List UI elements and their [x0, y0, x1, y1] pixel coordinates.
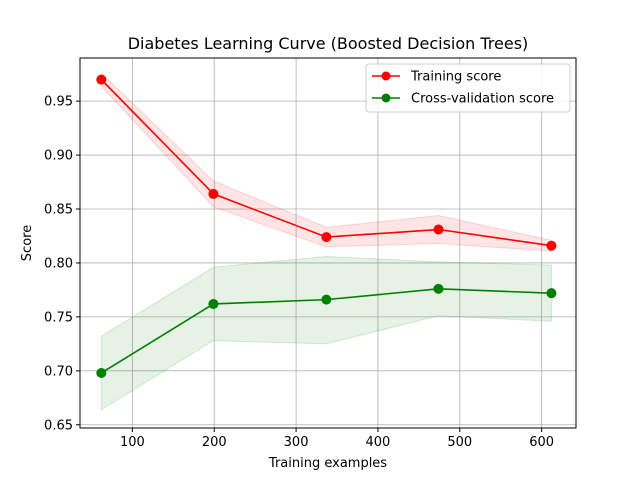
y-tick-label: 0.75: [44, 310, 73, 325]
y-tick-label: 0.70: [44, 364, 73, 379]
y-tick-label: 0.95: [44, 95, 73, 110]
series-lines: [96, 74, 557, 378]
training-band: [100, 71, 552, 252]
x-tick-label: 300: [284, 435, 309, 450]
legend-cross-validation-marker: [381, 93, 391, 103]
legend: Training score Cross-validation score: [365, 63, 571, 113]
y-tick-label: 0.90: [44, 149, 73, 164]
x-tick-label: 200: [202, 435, 227, 450]
training-point: [208, 188, 219, 199]
x-tick-label: 100: [120, 435, 145, 450]
training-point: [96, 74, 107, 85]
x-axis-ticks: 100 200 300 400 500 600: [120, 428, 554, 450]
cross-validation-point: [546, 288, 557, 299]
legend-items: Training score Cross-validation score: [372, 70, 554, 107]
confidence-bands: [100, 71, 552, 411]
legend-box: [365, 63, 571, 113]
legend-training-label: Training score: [410, 70, 501, 85]
cross-validation-point: [321, 294, 332, 305]
training-point: [321, 232, 332, 243]
x-tick-label: 500: [447, 435, 472, 450]
y-axis-ticks: 0.65 0.70 0.75 0.80 0.85 0.90 0.95: [44, 95, 80, 433]
cross-validation-point: [96, 367, 107, 378]
legend-cross-validation-label: Cross-validation score: [411, 92, 554, 107]
cross-validation-point: [208, 298, 219, 309]
training-point: [433, 224, 444, 235]
chart-title: Diabetes Learning Curve (Boosted Decisio…: [128, 34, 529, 53]
y-tick-label: 0.80: [44, 256, 73, 271]
x-tick-label: 600: [529, 435, 554, 450]
legend-training-marker: [381, 71, 391, 81]
training-point: [546, 240, 557, 251]
cross-validation-point: [433, 283, 444, 294]
x-axis-label: Training examples: [268, 456, 387, 471]
y-tick-label: 0.65: [44, 418, 73, 433]
y-axis-label: Score: [20, 225, 35, 261]
plot-area-frame: [79, 57, 577, 429]
y-tick-label: 0.85: [44, 203, 73, 218]
x-tick-label: 400: [366, 435, 391, 450]
cross-validation-band: [100, 255, 552, 411]
